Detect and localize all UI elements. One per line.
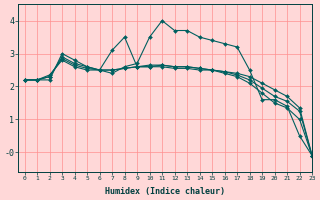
X-axis label: Humidex (Indice chaleur): Humidex (Indice chaleur) [105,187,225,196]
